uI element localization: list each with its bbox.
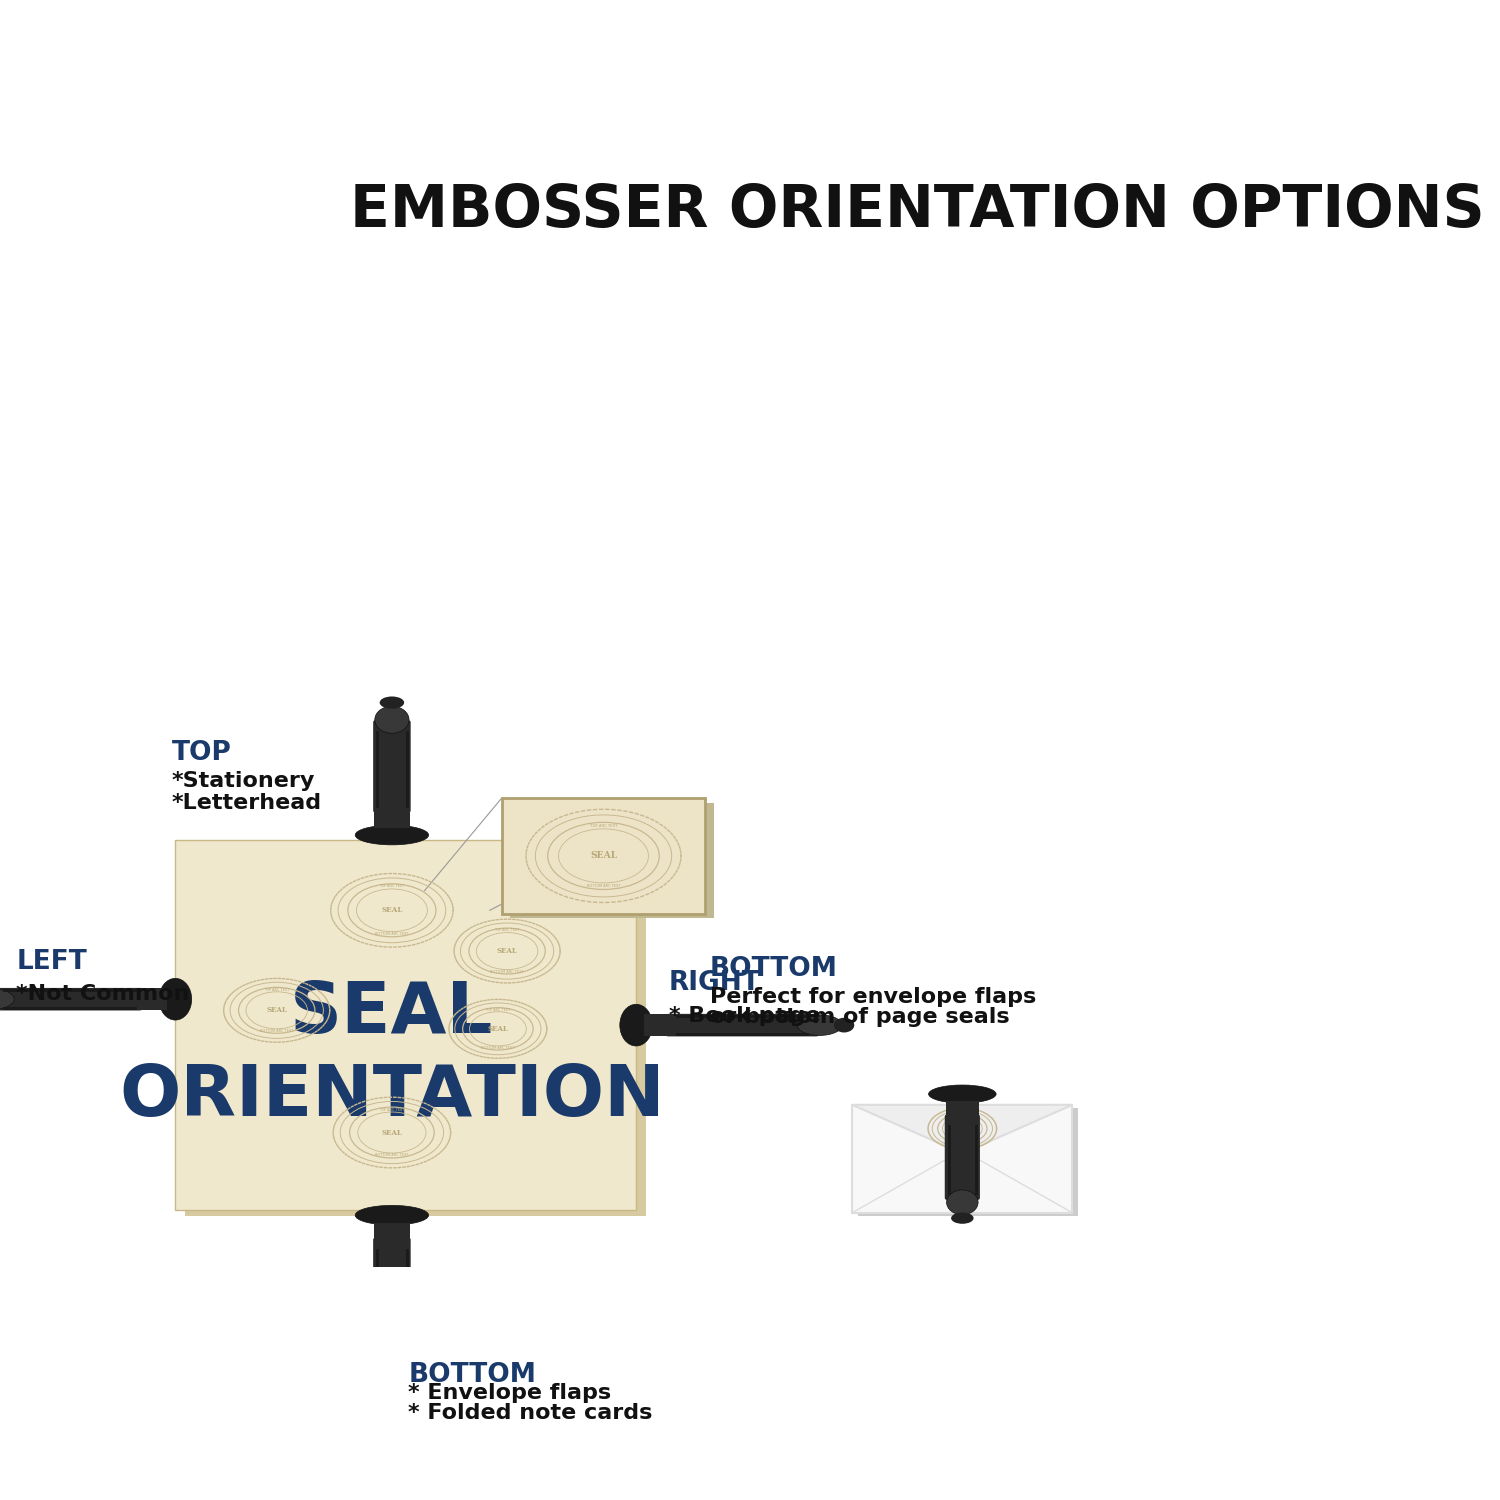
Text: TOP ARC TEXT: TOP ARC TEXT [590,824,618,828]
Text: SEAL: SEAL [381,906,402,915]
FancyBboxPatch shape [374,1238,411,1330]
Text: EMBOSSER ORIENTATION OPTIONS: EMBOSSER ORIENTATION OPTIONS [350,183,1485,240]
Text: TOP ARC TEXT: TOP ARC TEXT [484,1008,510,1011]
Text: SEAL
ORIENTATION: SEAL ORIENTATION [118,980,664,1131]
Text: * Envelope flaps: * Envelope flaps [408,1383,612,1402]
Ellipse shape [834,1019,855,1032]
Text: LEFT: LEFT [16,948,87,975]
Text: * Folded note cards: * Folded note cards [408,1402,652,1422]
Text: or bottom of page seals: or bottom of page seals [710,1007,1010,1026]
FancyBboxPatch shape [374,720,411,813]
Bar [510,802,714,918]
Bar [501,798,705,914]
Text: TOP: TOP [171,741,231,766]
FancyBboxPatch shape [664,1014,819,1036]
Bar [946,1101,980,1119]
Ellipse shape [951,1212,974,1224]
Bar [858,1108,1078,1216]
Text: RIGHT: RIGHT [669,969,760,996]
Text: Perfect for envelope flaps: Perfect for envelope flaps [710,987,1036,1006]
Ellipse shape [375,706,410,734]
Bar [176,840,636,1210]
Ellipse shape [928,1084,996,1102]
Text: SEAL: SEAL [952,1125,974,1132]
Text: BOTTOM ARC TEXT: BOTTOM ARC TEXT [945,1140,980,1144]
Bar [374,1222,410,1242]
Text: SEAL: SEAL [381,1128,402,1137]
Text: SEAL: SEAL [590,852,616,861]
Text: SEAL: SEAL [496,946,517,956]
FancyBboxPatch shape [945,1114,980,1200]
Bar [645,1014,676,1036]
Ellipse shape [159,978,192,1020]
Text: *Letterhead: *Letterhead [171,794,322,813]
Text: BOTTOM ARC TEXT: BOTTOM ARC TEXT [490,970,524,974]
Ellipse shape [946,1190,978,1215]
Bar [852,1106,1072,1214]
Text: TOP ARC TEXT: TOP ARC TEXT [495,928,520,933]
Ellipse shape [796,1016,842,1035]
FancyBboxPatch shape [0,988,142,1011]
Text: *Not Common: *Not Common [16,984,189,1005]
Text: SEAL: SEAL [267,1007,286,1014]
Ellipse shape [0,988,15,1010]
Text: BOTTOM ARC TEXT: BOTTOM ARC TEXT [482,1046,514,1050]
Text: BOTTOM: BOTTOM [408,1362,536,1389]
Text: TOP ARC TEXT: TOP ARC TEXT [950,1113,975,1118]
Polygon shape [852,1106,1072,1154]
Text: * Book page: * Book page [669,1005,820,1026]
Text: BOTTOM ARC TEXT: BOTTOM ARC TEXT [375,932,408,936]
Bar [135,988,166,1010]
Text: TOP ARC TEXT: TOP ARC TEXT [380,885,405,888]
Text: SEAL: SEAL [488,1024,508,1033]
Bar [184,846,646,1216]
Text: TOP ARC TEXT: TOP ARC TEXT [380,1107,405,1112]
Ellipse shape [380,696,404,708]
Ellipse shape [375,1320,410,1347]
Bar [374,806,410,828]
Ellipse shape [380,1344,404,1356]
Text: BOTTOM: BOTTOM [710,956,837,982]
Text: *Stationery: *Stationery [171,771,315,792]
Ellipse shape [620,1005,652,1046]
Text: TOP ARC TEXT: TOP ARC TEXT [264,987,290,992]
Ellipse shape [356,1206,429,1225]
Ellipse shape [356,825,429,844]
Text: BOTTOM ARC TEXT: BOTTOM ARC TEXT [586,884,621,888]
Text: BOTTOM ARC TEXT: BOTTOM ARC TEXT [260,1029,294,1033]
Text: BOTTOM ARC TEXT: BOTTOM ARC TEXT [375,1154,408,1158]
